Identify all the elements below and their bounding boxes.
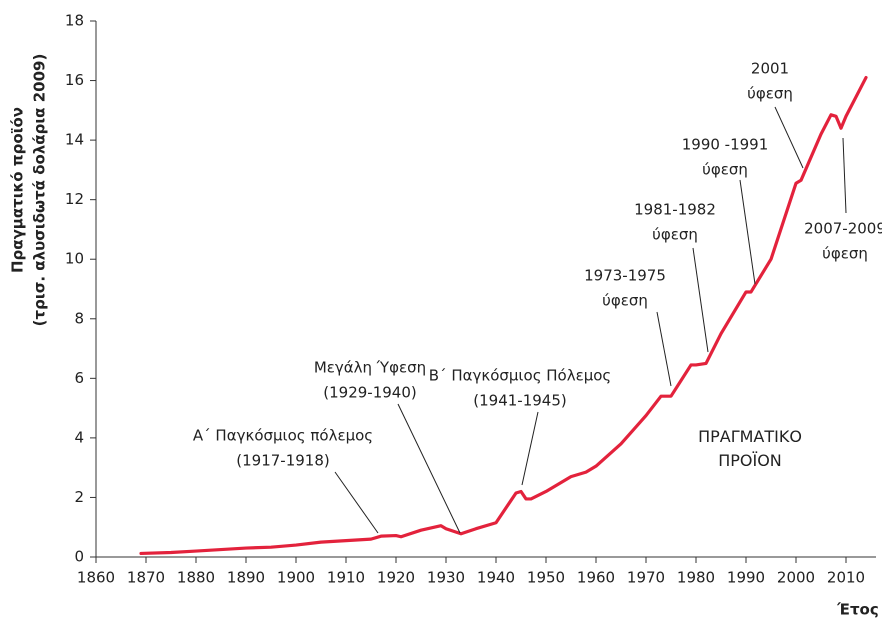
- annotation: Α΄ Παγκόσμιος πόλεμος: [193, 427, 373, 445]
- annotation: ύφεση: [652, 226, 698, 244]
- x-tick-label: 2000: [777, 569, 815, 587]
- annotation: Μεγάλη Ύφεση: [314, 359, 426, 377]
- line: [139, 75, 868, 556]
- x-tick-label: 1960: [577, 569, 615, 587]
- leader-line: [334, 471, 379, 534]
- x-tick-label: 1970: [627, 569, 665, 587]
- annotation: (1941-1945): [473, 392, 566, 410]
- leader-line: [774, 106, 804, 169]
- annotation: Β΄ Παγκόσμιος Πόλεμος: [429, 367, 611, 385]
- annotation: (1929-1940): [323, 384, 416, 402]
- x-tick-label: 1940: [477, 569, 515, 587]
- leader-line: [656, 311, 672, 387]
- x-tick-label: 1990: [727, 569, 765, 587]
- leader-line: [842, 137, 847, 214]
- x-tick-label: 1870: [127, 569, 165, 587]
- annotation: ύφεση: [602, 292, 648, 310]
- x-tick-label: 1880: [177, 569, 215, 587]
- annotation: ύφεση: [822, 245, 868, 263]
- x-axis-label: Έτος: [836, 601, 878, 619]
- x-tick-label: 2010: [827, 569, 865, 587]
- y-tick-label: 16: [65, 71, 84, 89]
- x-tick-label: 1900: [277, 569, 315, 587]
- annotation: 2001: [751, 60, 789, 78]
- y-tick-label: 10: [65, 250, 84, 268]
- annotation: 2007-2009: [804, 220, 882, 238]
- x-tick-label: 1980: [677, 569, 715, 587]
- x-tick-label: 1910: [327, 569, 365, 587]
- annotation: ύφεση: [747, 85, 793, 103]
- leader-line: [692, 247, 709, 353]
- annotation: (1917-1918): [236, 452, 329, 470]
- annotation: ύφεση: [702, 161, 748, 179]
- x-tick-label: 1930: [427, 569, 465, 587]
- y-tick-label: 6: [74, 369, 84, 387]
- y-tick-label: 2: [74, 488, 84, 506]
- leader-line: [397, 403, 461, 534]
- leader-line: [739, 179, 756, 285]
- y-axis-label: Πραγματικό προϊόν: [9, 107, 27, 273]
- leader-line: [521, 411, 539, 486]
- x-tick-label: 1860: [77, 569, 115, 587]
- x-tick-label: 1950: [527, 569, 565, 587]
- annotation: 1990 -1991: [682, 136, 769, 154]
- y-tick-label: 8: [74, 309, 84, 327]
- y-tick-label: 14: [65, 131, 84, 149]
- y-tick-label: 4: [74, 428, 84, 446]
- annotation: 1981-1982: [634, 201, 716, 219]
- annotation: 1973-1975: [584, 267, 666, 285]
- y-tick-label: 18: [65, 12, 84, 30]
- y-tick-label: 0: [74, 548, 84, 566]
- x-tick-label: 1920: [377, 569, 415, 587]
- y-tick-label: 12: [65, 190, 84, 208]
- series-label: ΠΡΑΓΜΑΤΙΚΟ ΠΡΟΪΟΝ: [698, 427, 802, 470]
- x-tick-label: 1890: [227, 569, 265, 587]
- y-axis-label: (τρισ. αλυσιδωτά δολάρια 2009): [31, 54, 49, 327]
